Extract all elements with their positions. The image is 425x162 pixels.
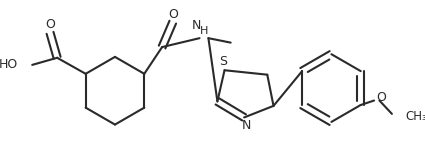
Text: H: H bbox=[200, 26, 208, 36]
Text: N: N bbox=[192, 19, 201, 32]
Text: HO: HO bbox=[0, 58, 18, 71]
Text: O: O bbox=[376, 91, 386, 104]
Text: CH₃: CH₃ bbox=[405, 110, 425, 123]
Text: S: S bbox=[219, 55, 227, 68]
Text: O: O bbox=[169, 8, 178, 21]
Text: O: O bbox=[45, 18, 55, 31]
Text: N: N bbox=[242, 119, 252, 132]
